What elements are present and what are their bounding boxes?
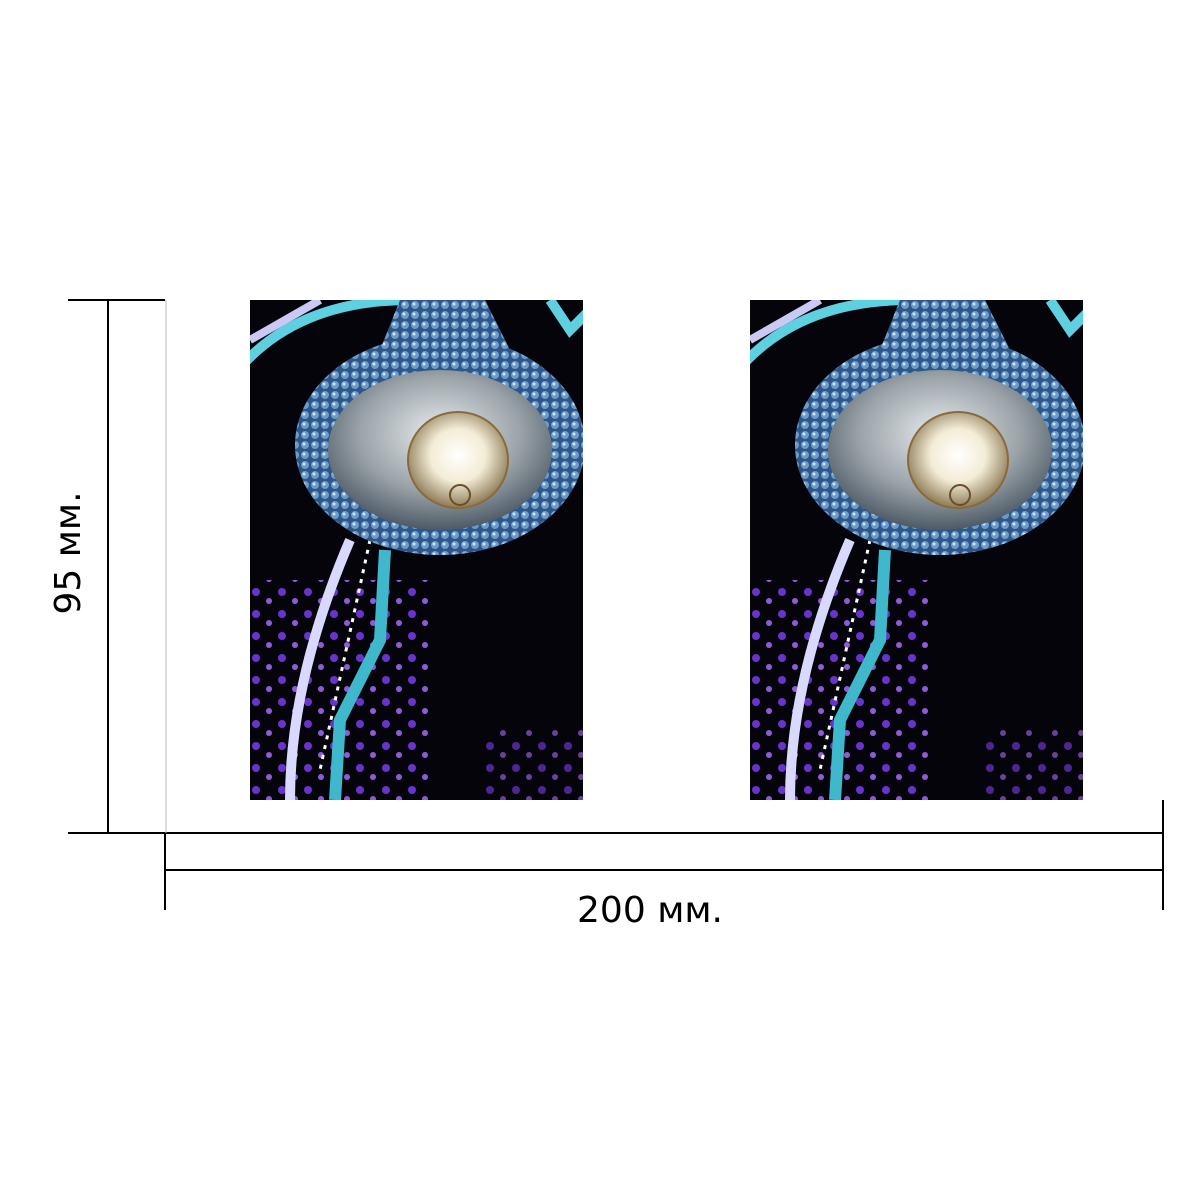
height-label: 95 мм. [48, 491, 89, 614]
product-photo [230, 300, 590, 800]
product-photo [730, 300, 1090, 800]
dimension-lines [68, 299, 1164, 910]
width-label: 200 мм. [577, 890, 723, 931]
